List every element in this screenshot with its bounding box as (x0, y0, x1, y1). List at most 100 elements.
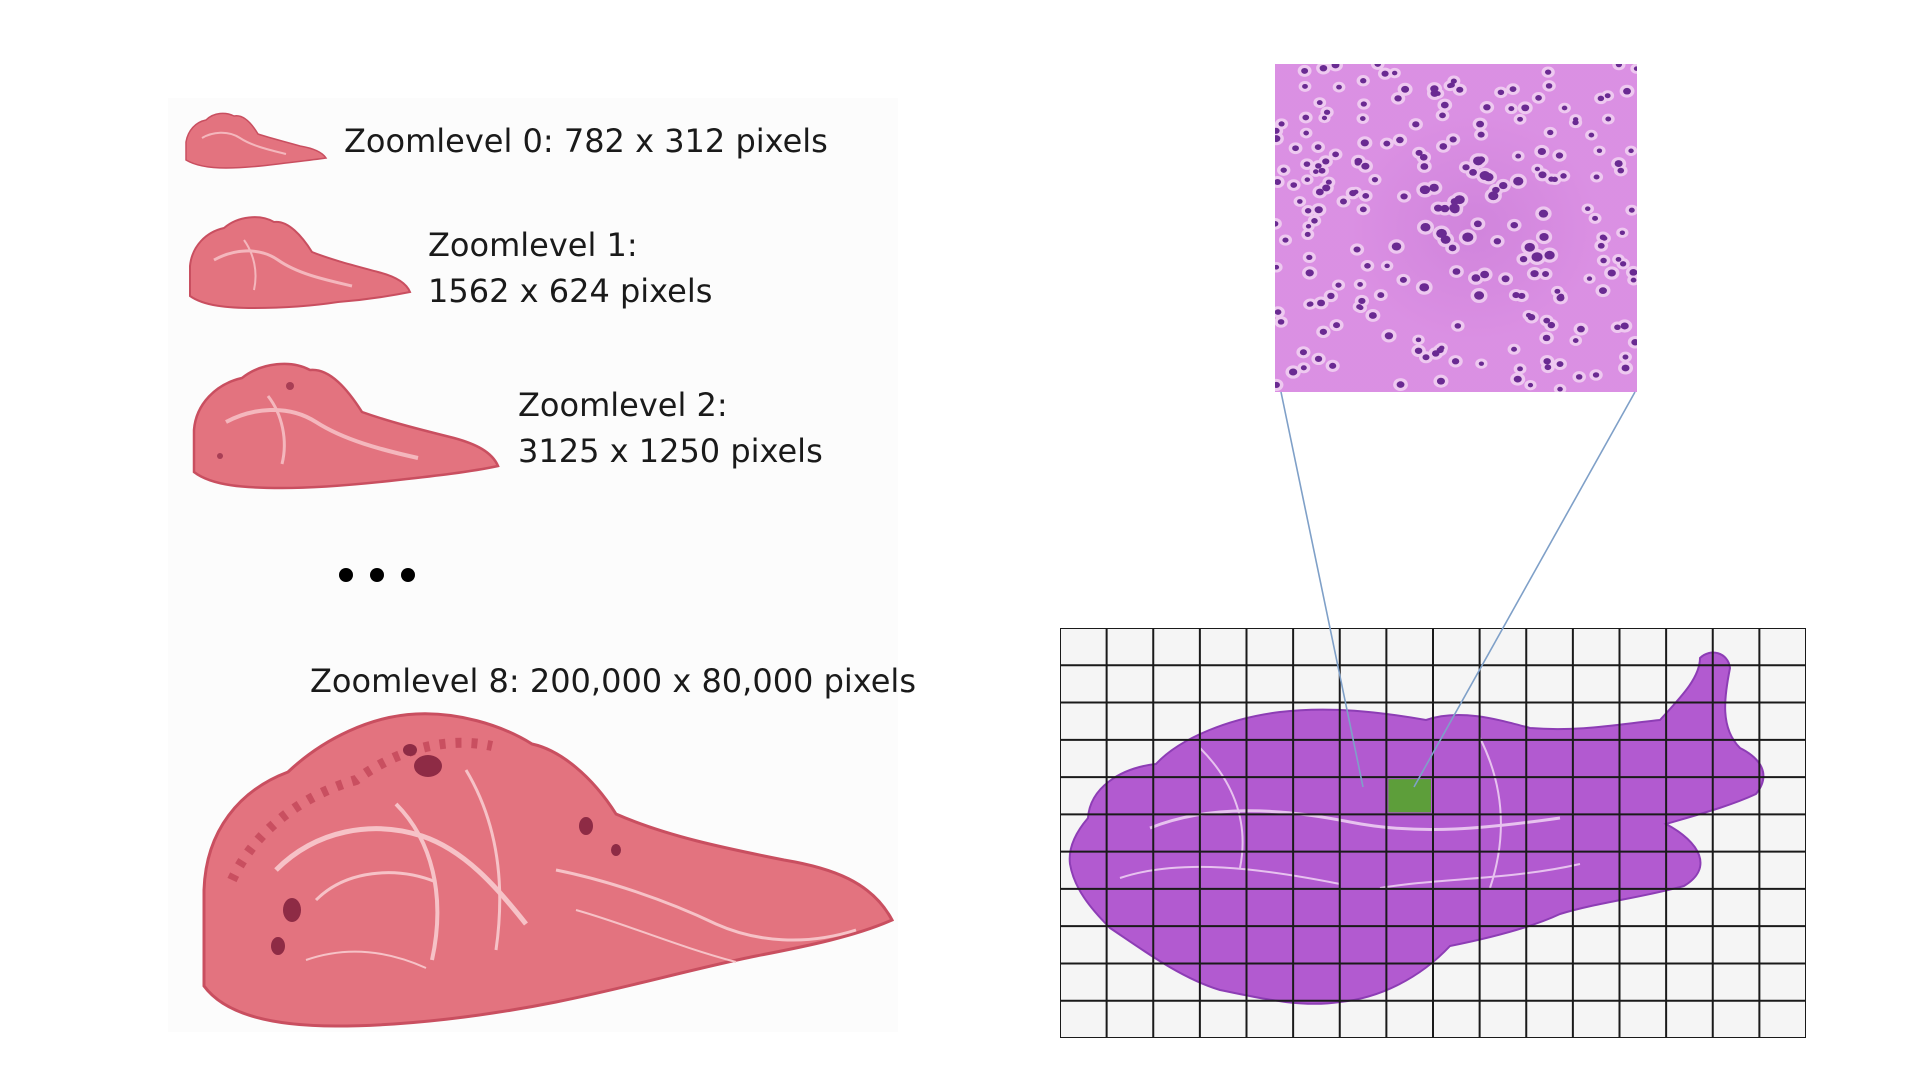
cell-nucleus (1327, 292, 1335, 300)
cell-nucleus (1420, 163, 1429, 170)
cell-nucleus (1572, 119, 1579, 126)
cell-nucleus (1476, 120, 1485, 128)
cell-nucleus (1515, 153, 1522, 159)
cell-nucleus (1554, 288, 1561, 294)
cell-nucleus (1501, 275, 1510, 283)
cell-nucleus (1450, 205, 1460, 214)
cell-nucleus (1556, 294, 1565, 302)
cell-nucleus (1509, 86, 1517, 93)
tissue-image-zoom-8 (202, 712, 895, 1028)
cell-nucleus (1275, 135, 1281, 143)
cell-nucleus (1513, 375, 1522, 383)
cell-nucleus (1384, 332, 1394, 340)
cell-nucleus (1597, 95, 1605, 102)
zoomlevel-1-label-line2: 1562 x 624 pixels (428, 272, 713, 310)
cell-nucleus (1336, 84, 1342, 90)
cell-nucleus (1452, 268, 1461, 275)
cell-nucleus (1354, 160, 1362, 166)
cell-nucleus (1434, 204, 1443, 212)
cell-nucleus (1311, 218, 1318, 224)
cell-nucleus (1415, 337, 1422, 343)
cell-nucleus (1430, 85, 1439, 93)
cell-nucleus (1537, 147, 1547, 155)
cell-nucleus (1314, 206, 1323, 214)
cell-nucleus (1607, 269, 1616, 277)
cell-nucleus (1315, 163, 1322, 169)
cell-nucleus (1431, 350, 1440, 357)
cell-nucleus (1477, 131, 1485, 138)
cell-nucleus (1555, 152, 1564, 159)
cell-nucleus (1543, 358, 1551, 365)
cell-nucleus (1319, 64, 1328, 72)
cell-nucleus (1275, 309, 1282, 315)
cell-nucleus (1439, 112, 1446, 119)
cell-nucleus (1556, 361, 1564, 367)
cell-nucleus (1302, 114, 1310, 121)
cell-nucleus (1454, 195, 1465, 205)
cell-nucleus (1631, 339, 1637, 346)
selected-tile (1388, 779, 1431, 813)
cell-nucleus (1322, 158, 1330, 165)
cell-nucleus (1329, 362, 1337, 369)
cell-nucleus (1325, 179, 1332, 185)
cell-nucleus (1488, 191, 1499, 201)
cell-nucleus (1317, 299, 1326, 307)
cell-nucleus (1275, 381, 1280, 388)
zoomlevel-2-label-line2: 3125 x 1250 pixels (518, 432, 823, 470)
cell-nucleus (1575, 374, 1583, 380)
cell-nucleus (1303, 161, 1311, 167)
cell-nucleus (1436, 377, 1445, 385)
cell-nucleus (1335, 282, 1342, 288)
cell-nucleus (1593, 174, 1600, 180)
cell-nucleus (1315, 188, 1324, 196)
cell-nucleus (1419, 154, 1428, 161)
cell-nucleus (1534, 166, 1541, 172)
cell-nucleus (1477, 156, 1486, 164)
cell-nucleus (1597, 242, 1605, 249)
cell-nucleus (1360, 78, 1367, 84)
cell-nucleus (1499, 181, 1508, 190)
cell-nucleus (1478, 361, 1485, 366)
cell-nucleus (1584, 206, 1591, 212)
cell-nucleus (1527, 382, 1534, 388)
cell-nucleus (1361, 162, 1370, 170)
cell-nucleus (1543, 317, 1551, 324)
cell-nucleus (1462, 232, 1474, 242)
cell-nucleus (1511, 346, 1518, 352)
cell-nucleus (1381, 70, 1389, 77)
cell-nucleus (1596, 148, 1603, 153)
tissue-thumbnail-zoom-0 (185, 112, 328, 169)
cell-nucleus (1454, 323, 1462, 329)
cell-halo (1275, 217, 1282, 230)
cell-nucleus (1360, 139, 1369, 147)
cell-nucleus (1307, 301, 1314, 307)
cell-nucleus (1313, 169, 1319, 174)
cell-nucleus (1560, 173, 1567, 179)
cell-nucleus (1391, 242, 1402, 251)
cell-nucleus (1439, 143, 1448, 150)
cell-nucleus (1483, 104, 1491, 111)
cell-nucleus (1396, 381, 1405, 388)
zoomlevel-0-label: Zoomlevel 0: 782 x 312 pixels (344, 122, 828, 160)
cell-nucleus (1362, 192, 1370, 199)
cell-nucleus (1447, 83, 1453, 89)
cell-nucleus (1319, 328, 1328, 335)
cell-nucleus (1359, 116, 1366, 121)
cell-nucleus (1623, 87, 1631, 95)
cell-nucleus (1538, 171, 1547, 179)
cell-nucleus (1280, 167, 1287, 173)
cell-nucleus (1479, 171, 1491, 181)
cell-nucleus (1339, 198, 1347, 205)
cell-nucleus (1314, 355, 1323, 362)
cell-nucleus (1399, 276, 1407, 283)
cell-nucleus (1547, 321, 1556, 329)
cell-nucleus (1535, 95, 1542, 101)
cell-nucleus (1628, 207, 1635, 213)
cell-nucleus (1572, 338, 1579, 343)
cell-nucleus (1577, 325, 1585, 333)
cell-nucleus (1586, 276, 1593, 281)
cell-nucleus (1415, 149, 1423, 156)
cell-nucleus (1530, 270, 1539, 278)
cell-nucleus (1518, 292, 1526, 300)
